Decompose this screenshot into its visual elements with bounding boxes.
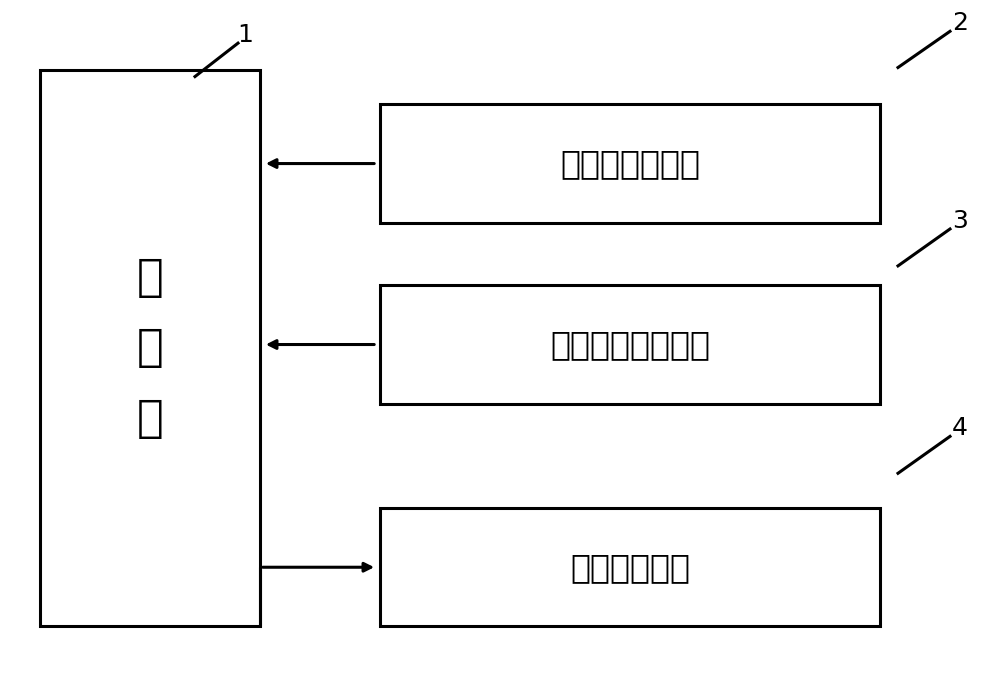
Bar <box>40 70 260 626</box>
Text: 2: 2 <box>952 11 968 35</box>
Text: 电磁感应加热装置: 电磁感应加热装置 <box>550 328 710 361</box>
Text: 4: 4 <box>952 416 968 440</box>
Text: 压力控制装置: 压力控制装置 <box>570 551 690 584</box>
Text: 原子氧发生装置: 原子氧发生装置 <box>560 147 700 180</box>
Bar <box>380 285 880 404</box>
Text: 石
英
管: 石 英 管 <box>137 256 163 440</box>
Bar <box>380 508 880 626</box>
Bar <box>380 104 880 223</box>
Text: 1: 1 <box>237 23 253 47</box>
Text: 3: 3 <box>952 209 968 232</box>
